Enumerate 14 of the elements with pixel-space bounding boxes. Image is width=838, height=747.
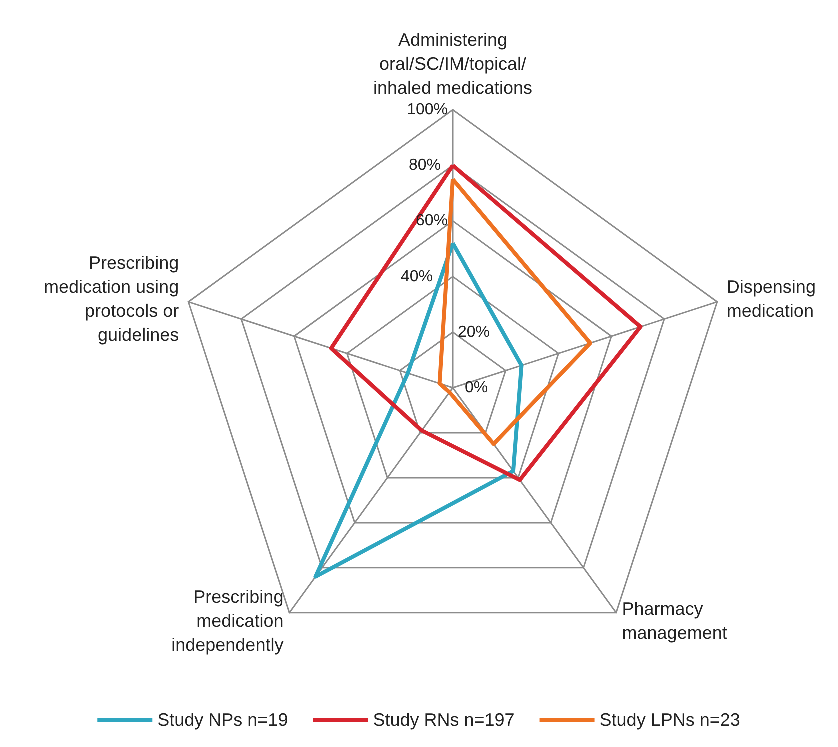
y-tick-label: 40%: [400, 268, 433, 286]
spoke-label: Pharmacy management: [622, 598, 728, 643]
spoke-label: Prescribing medication using protocols or guidelines: [44, 253, 180, 346]
y-tick-label: 20%: [458, 324, 490, 341]
y-tick-label: 60%: [416, 212, 448, 230]
y-tick-label: 100%: [407, 102, 448, 118]
legend-label: Study NPs n=19: [158, 710, 288, 730]
spoke-label: Prescribing medication independently: [172, 586, 284, 655]
y-tick-label: 80%: [408, 157, 441, 174]
spoke-label: Dispensing medication: [726, 277, 816, 322]
legend-label: Study RNs n=197: [373, 710, 515, 730]
legend-label: Study LPNs n=23: [600, 710, 740, 730]
y-tick-label: 0%: [465, 380, 488, 396]
spoke-label: Administering oral/SC/IM/topical/ inhaled medications: [373, 30, 533, 98]
